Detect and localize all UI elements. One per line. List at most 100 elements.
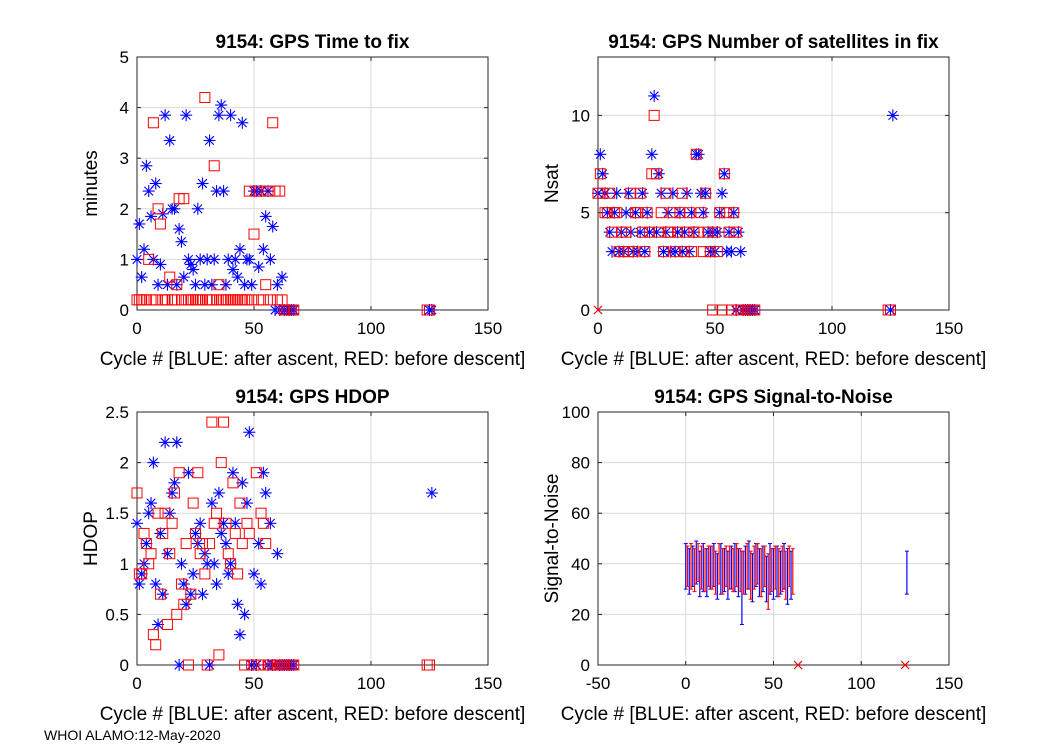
- data-point-asterisk: [145, 497, 158, 510]
- chart-title: 9154: GPS Number of satellites in fix: [608, 32, 939, 53]
- data-point-square: [199, 91, 211, 103]
- y-axis-label: Signal-to-Noise: [542, 474, 563, 604]
- data-point-square: [255, 185, 267, 197]
- data-point-square: [168, 294, 180, 306]
- data-point-asterisk: [166, 486, 179, 499]
- x-tick-label: 100: [818, 319, 846, 338]
- data-point-asterisk: [252, 537, 265, 550]
- data-point-square: [145, 548, 157, 560]
- data-point-asterisk: [638, 245, 651, 258]
- data-point-asterisk: [161, 547, 174, 560]
- data-point-square: [147, 629, 159, 641]
- data-point-asterisk: [203, 134, 216, 147]
- y-tick-label: 0.5: [105, 605, 129, 624]
- data-point-asterisk: [262, 185, 275, 198]
- data-point-asterisk: [149, 177, 162, 190]
- data-point-asterisk: [215, 99, 228, 112]
- x-tick-label: 0: [681, 674, 690, 693]
- data-point-asterisk: [159, 109, 172, 122]
- x-tick-label: 150: [935, 319, 963, 338]
- data-point-square: [704, 246, 716, 258]
- data-point-square: [208, 160, 220, 172]
- data-point-asterisk: [271, 278, 284, 291]
- data-point-asterisk: [133, 578, 146, 591]
- data-point-asterisk: [177, 578, 190, 591]
- data-point-square: [215, 457, 227, 469]
- data-point-asterisk: [264, 253, 277, 266]
- y-tick-label: 4: [120, 99, 129, 118]
- data-point-asterisk: [224, 109, 237, 122]
- data-point-square: [171, 279, 183, 291]
- data-point-square: [693, 226, 705, 238]
- data-point-asterisk: [594, 148, 607, 161]
- data-point-square: [679, 246, 691, 258]
- data-point-square: [241, 517, 253, 529]
- data-point-asterisk: [180, 109, 193, 122]
- data-point-asterisk: [255, 578, 268, 591]
- data-point-square: [180, 538, 192, 550]
- data-point-square: [213, 279, 225, 291]
- data-point-square: [234, 497, 246, 509]
- data-point-asterisk: [187, 263, 200, 276]
- data-point-asterisk: [884, 304, 897, 316]
- data-point-square: [264, 294, 276, 306]
- data-point-square: [157, 527, 169, 539]
- data-point-square: [634, 187, 646, 199]
- data-point-asterisk: [140, 537, 153, 550]
- data-point-x: [793, 660, 803, 670]
- data-point-square: [288, 659, 300, 671]
- data-point-asterisk: [175, 235, 188, 248]
- data-point-square: [594, 168, 606, 180]
- data-point-asterisk: [184, 588, 197, 601]
- data-point-square: [660, 187, 672, 199]
- data-point-square: [211, 507, 223, 519]
- data-point-asterisk: [201, 557, 214, 570]
- y-tick-label: 60: [571, 504, 590, 523]
- y-tick-label: 2: [120, 200, 129, 219]
- chart-title: 9154: GPS Time to fix: [216, 32, 410, 53]
- data-point-asterisk: [886, 109, 899, 122]
- data-point-asterisk: [257, 466, 270, 479]
- data-point-asterisk: [208, 557, 221, 570]
- x-tick-label: 50: [706, 319, 725, 338]
- data-point-asterisk: [652, 167, 665, 180]
- data-point-asterisk: [718, 167, 731, 180]
- x-axis-label: Cycle # [BLUE: after ascent, RED: before…: [100, 704, 526, 725]
- data-point-square: [709, 226, 721, 238]
- data-point-square: [716, 304, 728, 316]
- data-point-asterisk: [135, 567, 148, 580]
- data-point-square: [655, 207, 667, 219]
- data-point-asterisk: [205, 278, 218, 291]
- data-point-square: [681, 226, 693, 238]
- data-point-asterisk: [133, 217, 146, 230]
- y-tick-label: 0: [581, 656, 590, 675]
- data-point-square: [639, 246, 651, 258]
- data-point-asterisk: [692, 148, 705, 161]
- data-point-asterisk: [212, 109, 225, 122]
- data-point-asterisk: [217, 185, 230, 198]
- x-axis-label: Cycle # [BLUE: after ascent, RED: before…: [561, 349, 987, 370]
- data-point-asterisk: [203, 659, 216, 671]
- data-point-square: [164, 548, 176, 560]
- data-point-square: [182, 659, 194, 671]
- data-point-square: [711, 246, 723, 258]
- data-point-square: [232, 568, 244, 580]
- data-point-square: [667, 207, 679, 219]
- data-point-square: [143, 253, 155, 265]
- data-point-square: [150, 639, 162, 651]
- x-tick-label: 150: [474, 674, 502, 693]
- data-point-asterisk: [170, 436, 183, 449]
- data-point-square: [707, 304, 719, 316]
- data-point-square: [695, 207, 707, 219]
- data-point-square: [175, 578, 187, 590]
- data-point-square: [201, 659, 213, 671]
- data-point-asterisk: [226, 263, 239, 276]
- data-point-square: [239, 659, 251, 671]
- data-point-x: [900, 660, 910, 670]
- x-tick-label: 50: [245, 319, 264, 338]
- data-point-asterisk: [168, 202, 181, 215]
- data-point-square: [611, 207, 623, 219]
- data-point-square: [651, 168, 662, 180]
